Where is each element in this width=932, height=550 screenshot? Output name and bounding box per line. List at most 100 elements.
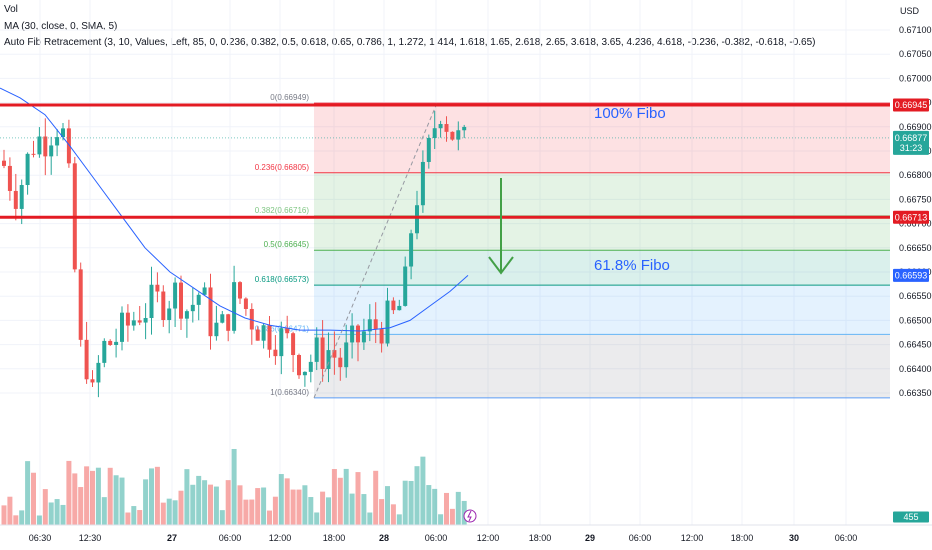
volume-bar xyxy=(284,478,290,525)
fib-zone xyxy=(314,172,890,216)
candle-body xyxy=(31,153,36,155)
candle-body xyxy=(462,126,467,131)
volume-bar xyxy=(60,504,66,525)
candle-body xyxy=(55,137,60,146)
volume-bar xyxy=(113,475,119,525)
legend-fib: Auto Fib Retracement (3, 10, Values, Lef… xyxy=(4,37,816,48)
volume-bar xyxy=(326,497,331,525)
volume-bar xyxy=(78,487,84,525)
candle-body xyxy=(332,350,337,358)
badge-level-618-text: 0.66713 xyxy=(895,212,928,222)
volume-bar xyxy=(308,497,314,525)
candle-body xyxy=(320,337,325,369)
candle-body xyxy=(167,308,172,320)
volume-bar xyxy=(331,469,337,525)
volume-bar xyxy=(396,514,402,525)
volume-bar xyxy=(426,485,432,525)
fib-zone xyxy=(314,103,890,173)
volume-bar xyxy=(243,499,249,525)
candle-body xyxy=(125,312,130,326)
grid xyxy=(0,0,890,525)
volume-bar xyxy=(314,512,320,525)
candle-body xyxy=(179,282,183,319)
volume-bar xyxy=(190,484,196,525)
volume-bar xyxy=(154,466,160,525)
volume-bar xyxy=(125,512,131,525)
volume-bar xyxy=(7,496,13,525)
volume-bar xyxy=(414,466,420,525)
fib-label: 1(0.66340) xyxy=(270,388,309,397)
y-tick-label: 0.67050 xyxy=(899,49,932,59)
volume-bar xyxy=(432,488,438,525)
candle-body xyxy=(120,312,124,342)
candle-body xyxy=(2,160,6,166)
alert-bolt xyxy=(467,510,472,522)
volume-bar xyxy=(444,492,449,525)
candle-body xyxy=(326,350,331,369)
volume-bar xyxy=(184,469,190,525)
candle-body xyxy=(356,325,360,343)
volume-bar xyxy=(208,484,213,525)
volume-bar xyxy=(461,500,467,525)
y-tick-label: 0.66500 xyxy=(899,315,932,325)
candle-body xyxy=(90,379,95,383)
volume-bar xyxy=(237,485,243,525)
candle-body xyxy=(143,318,148,323)
volume-bar xyxy=(261,487,267,525)
annotation-100-fibo: 100% Fibo xyxy=(594,105,666,122)
candle-body xyxy=(361,331,366,343)
candle-body xyxy=(13,190,18,209)
fib-label: 0.382(0.66716) xyxy=(255,206,310,215)
volume-bar xyxy=(166,498,172,525)
volume-bar xyxy=(249,499,255,525)
candle-body xyxy=(202,287,207,295)
volume-bar xyxy=(137,510,143,525)
badge-level-618 xyxy=(893,210,929,224)
fib-zone xyxy=(314,334,890,398)
candle-body xyxy=(373,319,378,330)
candle-body xyxy=(161,291,166,320)
fib-label: 0.5(0.66645) xyxy=(264,240,310,249)
candle-body xyxy=(226,314,231,331)
candle-body xyxy=(432,128,437,138)
volume-bar xyxy=(402,480,408,525)
volume-bar xyxy=(290,489,296,525)
volume-bar xyxy=(31,472,36,525)
candle-body xyxy=(397,305,402,311)
volume-bar xyxy=(19,510,25,525)
legend-ma: MA (30, close, 0, SMA, 5) xyxy=(4,21,118,32)
candle-body xyxy=(214,322,219,337)
x-tick-label: 06:00 xyxy=(835,533,858,543)
candle-body xyxy=(444,124,449,132)
volume-bar xyxy=(48,502,54,525)
volume-bar xyxy=(361,494,367,525)
candle-body xyxy=(255,329,260,341)
candle-body xyxy=(25,153,30,186)
candle-body xyxy=(297,355,301,376)
volume-bar xyxy=(349,493,355,525)
badge-current-price xyxy=(893,130,929,155)
candle-body xyxy=(78,269,83,340)
badge-ma xyxy=(893,268,929,282)
y-tick-label: 0.67000 xyxy=(899,73,932,83)
candle-body xyxy=(420,161,425,206)
volume-bar xyxy=(66,460,72,525)
volume-bar xyxy=(408,480,414,525)
x-tick-label: 29 xyxy=(585,533,595,543)
candle-body xyxy=(249,308,254,330)
volume-bar xyxy=(379,499,385,525)
badge-current-price-text: 31:23 xyxy=(900,143,923,153)
candle-body xyxy=(37,136,42,155)
volume-bar xyxy=(355,472,361,525)
badge-volume-text: 455 xyxy=(903,512,918,522)
fib-label: 0.618(0.66573) xyxy=(255,275,310,284)
candle-body xyxy=(308,361,313,372)
legend-vol: Vol xyxy=(4,4,18,15)
volume-bar xyxy=(119,477,125,525)
x-tick-label: 28 xyxy=(379,533,389,543)
candle-body xyxy=(232,282,237,331)
candle-body xyxy=(273,349,278,357)
volume-bar xyxy=(373,470,379,525)
